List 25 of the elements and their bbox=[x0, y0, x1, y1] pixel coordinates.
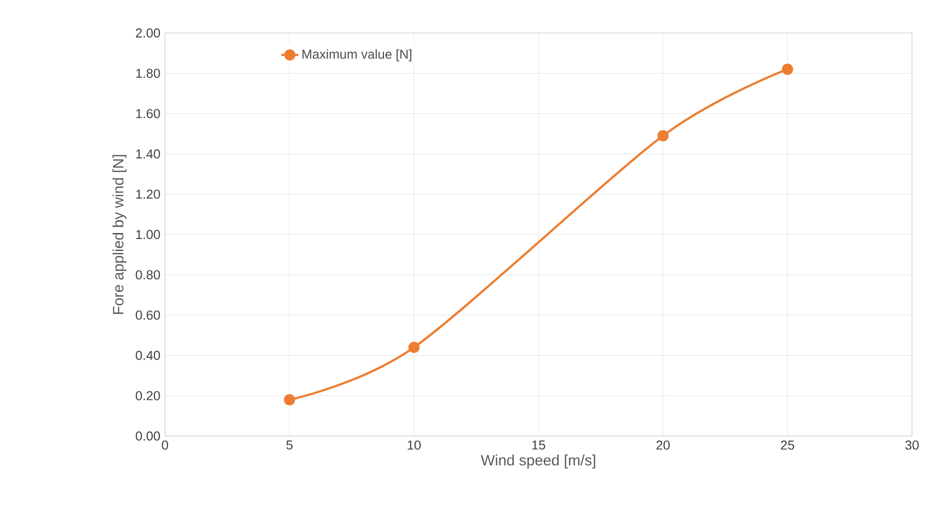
y-tick-label: 0.20 bbox=[136, 391, 160, 400]
x-tick-label: 10 bbox=[408, 440, 421, 450]
point bbox=[408, 342, 420, 353]
y-tick-label: 1.40 bbox=[136, 149, 160, 158]
point bbox=[782, 64, 794, 75]
x-tick-label: 15 bbox=[532, 440, 546, 450]
legend-label: Maximum value [N] bbox=[302, 49, 412, 62]
x-tick-label: 20 bbox=[656, 440, 670, 450]
y-axis-title: Fore applied by wind [N] bbox=[112, 155, 126, 314]
y-tick-label: 1.60 bbox=[136, 109, 160, 118]
y-tick-label: 0.60 bbox=[136, 310, 160, 320]
x-axis-title: Wind speed [m/s] bbox=[480, 454, 596, 468]
y-tick-label: 1.80 bbox=[136, 68, 160, 78]
x-tick-label: 25 bbox=[780, 440, 794, 450]
y-tick-label: 1.20 bbox=[136, 190, 160, 199]
x-tick-label: 5 bbox=[286, 440, 293, 450]
y-tick-label: 0.00 bbox=[136, 431, 160, 441]
x-tick-label: 30 bbox=[905, 440, 919, 450]
y-tick-label: 0.40 bbox=[136, 350, 160, 360]
y-tick-label: 0.80 bbox=[136, 270, 160, 280]
point bbox=[284, 394, 296, 406]
y-tick-label: 1.00 bbox=[136, 230, 160, 240]
point bbox=[657, 130, 669, 142]
y-tick-label: 2.00 bbox=[136, 28, 160, 38]
x-tick-label: 0 bbox=[162, 440, 168, 450]
